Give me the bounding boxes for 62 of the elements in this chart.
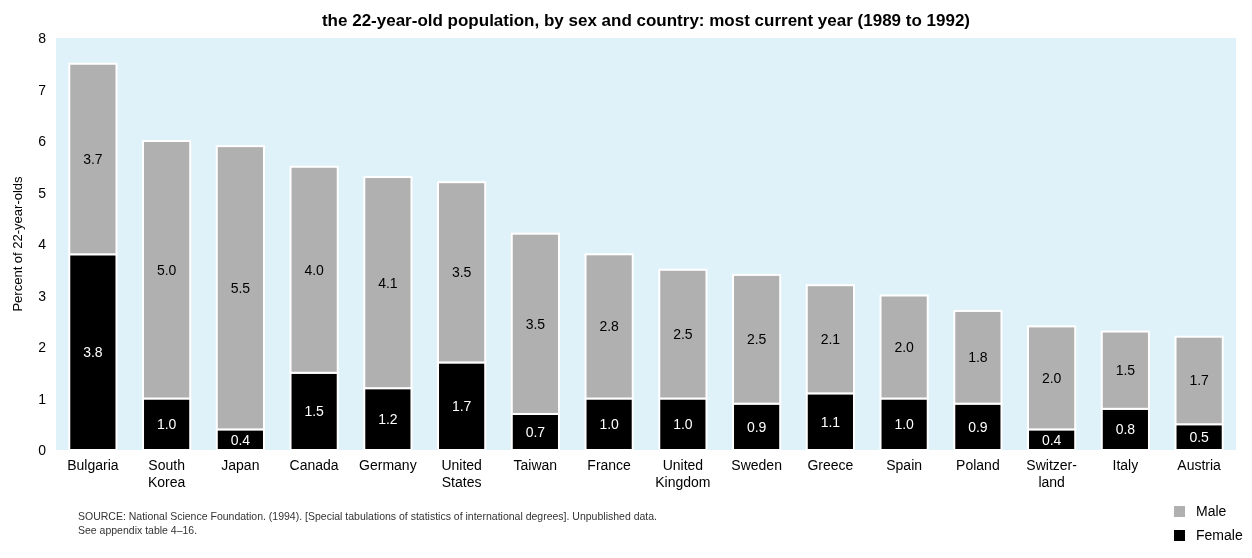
data-label: 1.5: [304, 403, 325, 420]
data-label: 2.5: [673, 326, 693, 343]
x-tick-label: United States: [441, 457, 482, 490]
x-tick-label: Italy: [1112, 457, 1139, 473]
y-axis-title: Percent of 22-year-olds: [10, 175, 25, 312]
data-label: 4.1: [378, 274, 398, 291]
y-tick-label: 4: [38, 236, 47, 252]
x-tick-label: Japan: [221, 457, 260, 473]
data-label: 5.0: [156, 261, 177, 278]
y-tick-label: 3: [38, 287, 47, 304]
x-tick-label: Bulgaria: [67, 457, 119, 473]
y-tick-label: 7: [38, 81, 47, 98]
data-label: 2.5: [746, 331, 767, 348]
data-label: 2.0: [894, 339, 915, 355]
x-tick-label: Spain: [886, 457, 923, 473]
data-label: 3.7: [83, 151, 103, 168]
data-label: 1.0: [894, 416, 915, 433]
data-label: 1.5: [1115, 362, 1136, 379]
data-label: 2.0: [1041, 369, 1062, 386]
data-label: 1.0: [673, 416, 693, 433]
data-label: 1.7: [451, 398, 472, 415]
data-label: 3.8: [83, 344, 103, 361]
data-label: 5.5: [230, 279, 251, 296]
x-tick-label: Greece: [807, 457, 854, 473]
data-label: 3.5: [525, 315, 546, 332]
data-label: 0.9: [968, 418, 988, 435]
data-label: 0.5: [1189, 429, 1210, 446]
data-label: 0.4: [230, 431, 251, 448]
y-tick-label: 6: [38, 133, 47, 149]
data-label: 1.7: [1189, 372, 1210, 389]
x-tick-label: France: [587, 457, 632, 473]
data-label: 1.2: [378, 411, 398, 428]
data-label: 1.0: [156, 416, 177, 433]
x-tick-label: Taiwan: [513, 457, 558, 473]
y-tick-label: 0: [38, 442, 47, 458]
x-tick-label: Sweden: [731, 457, 782, 473]
x-tick-label: Switzer- land: [1026, 457, 1078, 490]
data-label: 0.9: [746, 418, 767, 435]
y-tick-label: 2: [38, 339, 47, 355]
data-label: 1.1: [820, 413, 841, 430]
y-tick-label: 1: [38, 390, 47, 407]
data-label: 0.7: [525, 423, 546, 440]
x-tick-label: United Kingdom: [655, 457, 711, 490]
data-label: 0.8: [1115, 421, 1136, 438]
y-tick-label: 8: [38, 30, 47, 46]
data-label: 1.8: [968, 349, 988, 366]
y-tick-label: 5: [38, 184, 47, 201]
x-tick-label: Germany: [359, 457, 417, 473]
x-tick-label: Poland: [956, 457, 1000, 473]
source-note: SOURCE: National Science Foundation. (1994). [Special tabulations of statistics of international degrees]. Unpublished data. See appendix table 4–16.: [78, 510, 657, 536]
x-tick-label: South Korea: [147, 457, 186, 490]
data-label: 0.4: [1041, 431, 1062, 448]
legend-label: Female: [1196, 527, 1243, 543]
data-label: 2.8: [599, 318, 620, 335]
data-label: 2.1: [820, 331, 841, 348]
data-label: 1.0: [599, 416, 620, 433]
chart-title: the 22-year-old population, by sex and country: most current year (1989 to 1992): [321, 11, 971, 30]
x-tick-label: Canada: [289, 457, 339, 473]
data-label: 3.5: [451, 264, 472, 281]
x-tick-label: Austria: [1177, 457, 1222, 473]
legend-label: Male: [1196, 503, 1227, 519]
data-label: 4.0: [304, 261, 325, 278]
